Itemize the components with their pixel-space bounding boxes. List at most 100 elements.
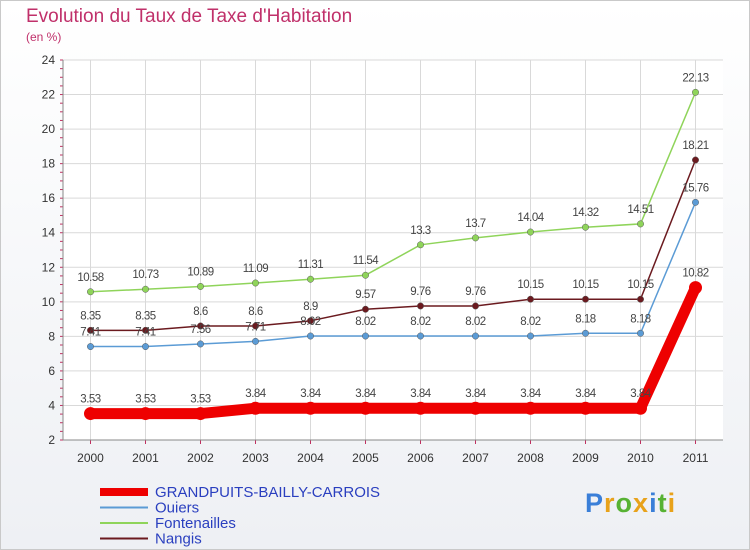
y-tick-label: 16 [42, 191, 56, 205]
brand-letter: i [649, 488, 658, 518]
data-label: 8.18 [630, 313, 650, 325]
data-point [582, 329, 589, 337]
data-point [469, 401, 482, 415]
data-point [307, 332, 314, 340]
data-point [359, 401, 372, 415]
data-label: 14.51 [627, 204, 653, 216]
brand-letter: i [667, 488, 677, 518]
data-point [579, 401, 592, 415]
y-tick-label: 20 [42, 122, 56, 136]
x-tick-label: 2006 [407, 451, 434, 465]
data-label: 10.73 [132, 269, 158, 281]
data-label: 8.6 [193, 306, 208, 318]
data-point [252, 322, 259, 330]
chart-subtitle: (en %) [26, 30, 62, 44]
data-point [304, 401, 317, 415]
data-label: 10.15 [572, 279, 598, 291]
data-point [87, 326, 94, 334]
data-label: 7.71 [245, 321, 265, 333]
y-tick-label: 4 [48, 398, 55, 412]
data-label: 11.31 [298, 259, 324, 271]
legend-label: GRANDPUITS-BAILLY-CARROIS [155, 484, 380, 501]
y-tick-label: 14 [42, 226, 56, 240]
data-point [692, 156, 699, 164]
data-point [84, 407, 97, 421]
data-label: 3.84 [355, 388, 376, 400]
y-tick-label: 22 [42, 88, 56, 102]
data-point [472, 302, 479, 310]
data-point [307, 317, 314, 325]
data-point [307, 275, 314, 283]
data-point [142, 285, 149, 293]
y-tick-label: 18 [42, 157, 56, 171]
y-tick-label: 8 [48, 329, 55, 343]
brand-letter: o [615, 488, 634, 518]
data-point [692, 198, 699, 206]
series-line [90, 202, 697, 348]
data-label: 10.89 [187, 266, 213, 278]
brand-letter: P [585, 488, 605, 518]
data-point [527, 332, 534, 340]
brand-letter: r [604, 488, 616, 518]
data-label: 3.84 [410, 388, 431, 400]
data-label: 3.84 [520, 388, 541, 400]
data-label: 8.02 [300, 316, 320, 328]
data-label: 8.02 [355, 316, 375, 328]
chart-title: Evolution du Taux de Taxe d'Habitation [26, 6, 353, 27]
brand-letter: t [657, 488, 668, 518]
data-point [194, 407, 207, 421]
data-label: 8.02 [410, 316, 430, 328]
data-point [417, 332, 424, 340]
y-tick-label: 6 [48, 364, 55, 378]
data-label: 3.53 [190, 394, 210, 406]
data-label: 3.53 [135, 394, 155, 406]
x-tick-label: 2008 [517, 451, 544, 465]
grid [63, 59, 723, 441]
x-tick-label: 2004 [297, 451, 324, 465]
data-label: 9.57 [355, 289, 375, 301]
series-nangis: 8.35 8.35 8.6 8.6 8.9 9.57 9.76 9.76 10.15 10.15 1… [80, 140, 709, 334]
data-point [527, 228, 534, 236]
data-label: 3.84 [630, 388, 651, 400]
data-label: 7.56 [190, 324, 210, 336]
series-fontenailles: 10.58 10.73 10.89 11.09 11.31 11.54 13.3 13.7 14… [77, 72, 709, 296]
data-point [142, 326, 149, 334]
data-label: 15.76 [682, 182, 708, 194]
data-label: 8.02 [520, 316, 540, 328]
y-tick-label: 2 [48, 433, 55, 447]
x-tick-label: 2005 [352, 451, 379, 465]
data-point [414, 401, 427, 415]
legend-label: Nangis [155, 531, 202, 548]
series-line [90, 159, 697, 332]
data-point [362, 332, 369, 340]
data-point [472, 332, 479, 340]
legend-label: Ouiers [155, 500, 199, 517]
data-point [362, 271, 369, 279]
data-label: 8.6 [248, 306, 263, 318]
legend-label: Fontenailles [155, 515, 236, 532]
data-point [87, 343, 94, 351]
data-label: 3.53 [80, 394, 100, 406]
data-point [417, 302, 424, 310]
y-tick-label: 24 [42, 53, 56, 67]
data-point [252, 337, 259, 345]
data-label: 7.41 [135, 327, 155, 339]
data-label: 3.84 [245, 388, 266, 400]
data-label: 10.58 [77, 272, 103, 284]
data-point [689, 281, 702, 295]
series-ozouer-le-voulgis: 7.41 7.41 7.56 7.71 8.02 8.02 8.02 8.02 8.02 8.18… [80, 182, 709, 351]
x-tick-label: 2011 [683, 451, 709, 465]
data-point [634, 401, 647, 415]
data-point [197, 340, 204, 348]
data-point [252, 279, 259, 287]
data-label: 10.82 [682, 268, 708, 280]
data-label: 8.35 [80, 310, 100, 322]
data-point [582, 223, 589, 231]
x-tick-label: 2009 [572, 451, 599, 465]
data-point [524, 401, 537, 415]
data-point [197, 282, 204, 290]
data-point [139, 407, 152, 421]
data-point [527, 295, 534, 303]
